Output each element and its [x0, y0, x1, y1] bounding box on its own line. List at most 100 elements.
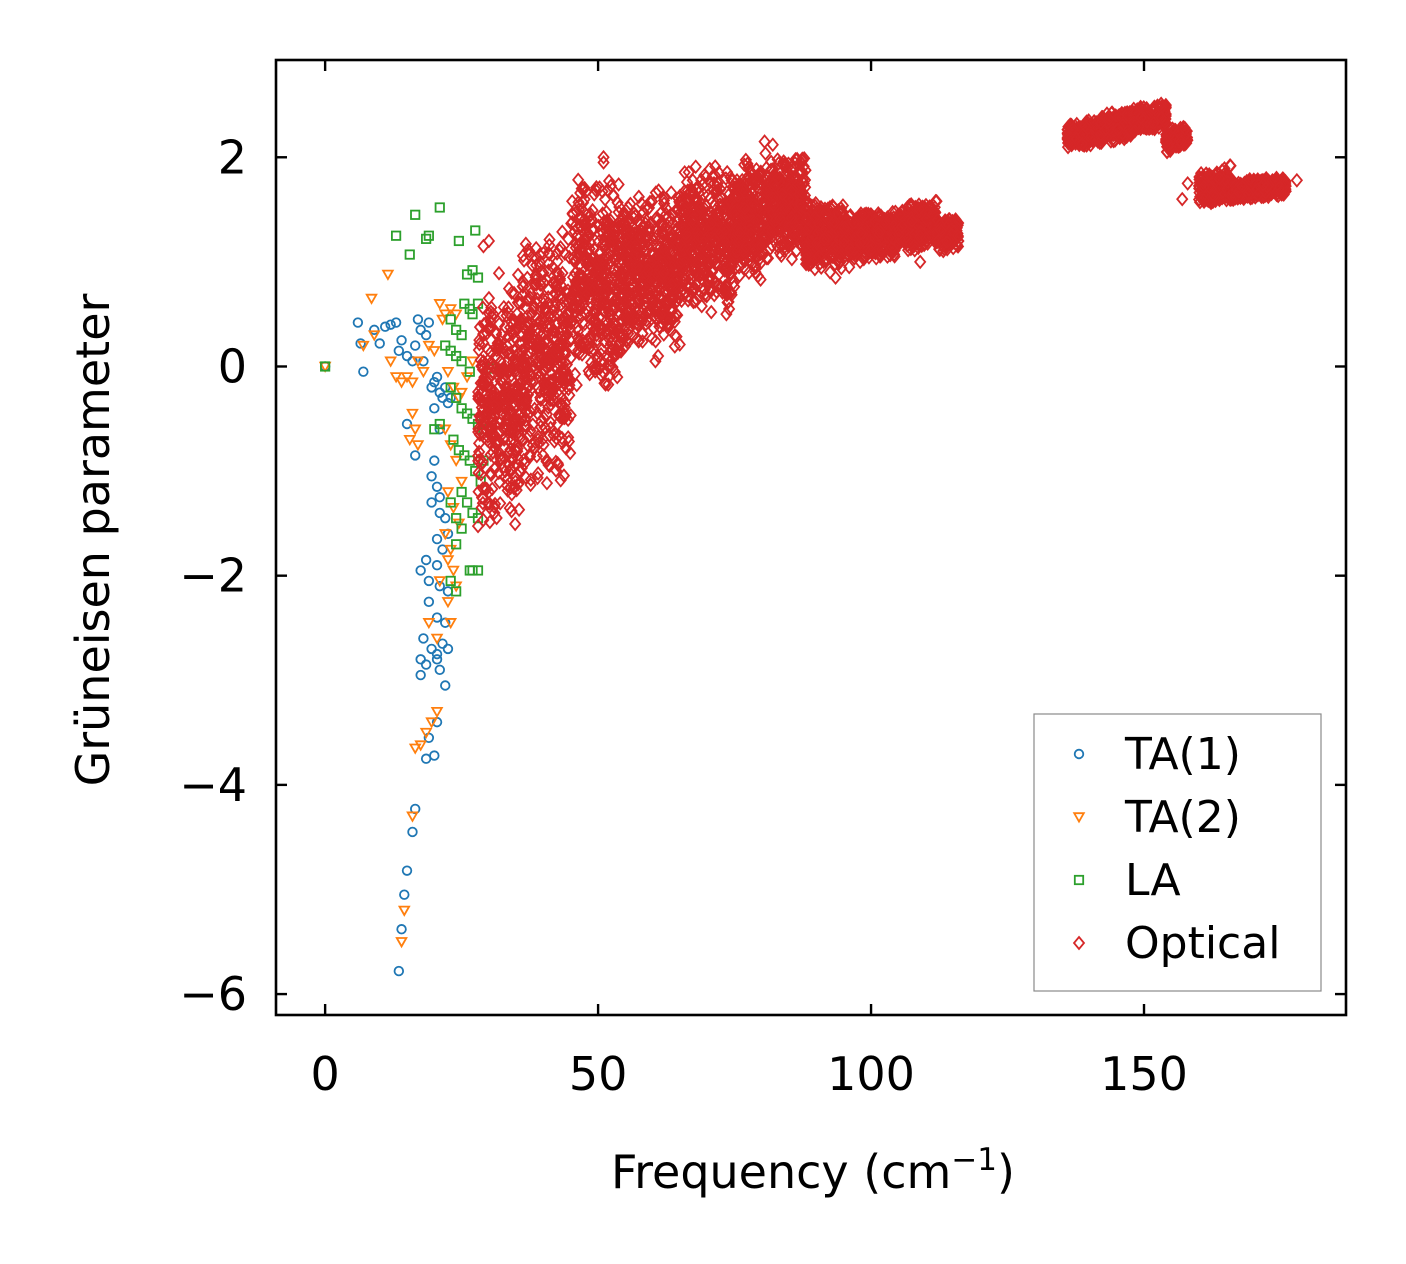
data-point: [1290, 172, 1304, 188]
data-point: [423, 575, 435, 587]
data-point: [586, 202, 599, 218]
data-point: [545, 384, 559, 399]
data-point: [453, 235, 464, 247]
data-point: [525, 329, 539, 345]
data-point: [488, 384, 501, 400]
data-point: [608, 267, 621, 283]
data-point: [491, 350, 504, 366]
data-point: [643, 275, 656, 291]
data-point: [516, 373, 529, 389]
data-point: [696, 266, 710, 282]
data-point: [573, 334, 586, 350]
data-point: [476, 358, 489, 374]
data-point: [705, 216, 718, 232]
data-point: [483, 514, 497, 530]
data-point: [749, 260, 763, 275]
data-point: [404, 249, 415, 260]
data-point: [483, 306, 496, 322]
data-point: [739, 239, 753, 255]
data-point: [459, 450, 470, 461]
data-point: [722, 294, 735, 310]
data-point: [572, 172, 585, 188]
data-point: [542, 400, 555, 415]
data-point: [406, 408, 419, 420]
data-point: [612, 177, 625, 192]
data-point: [456, 486, 467, 498]
data-point: [553, 408, 566, 424]
data-point: [467, 265, 478, 276]
data-point: [461, 497, 473, 508]
data-point: [1176, 191, 1189, 207]
data-point: [467, 507, 478, 519]
data-point: [849, 215, 862, 230]
data-point: [802, 221, 815, 237]
data-point: [451, 324, 462, 335]
data-point: [677, 267, 690, 283]
data-point: [669, 306, 683, 322]
data-point: [665, 185, 678, 200]
data-point: [778, 235, 791, 251]
data-point: [470, 225, 481, 236]
data-point: [759, 146, 772, 161]
data-point: [657, 265, 670, 281]
data-point: [406, 811, 419, 823]
data-point: [471, 448, 485, 464]
data-point: [460, 372, 474, 384]
data-point: [575, 201, 588, 217]
data-point: [655, 204, 668, 220]
data-point: [537, 410, 550, 426]
data-point: [519, 357, 533, 373]
data-point: [589, 359, 602, 375]
data-point: [681, 292, 695, 308]
data-point: [517, 278, 530, 294]
data-point: [420, 554, 432, 566]
data-point: [689, 159, 702, 175]
data-point: [919, 230, 932, 246]
data-point: [738, 201, 751, 217]
data-point: [604, 336, 618, 351]
data-point: [1102, 111, 1116, 127]
data-point: [526, 437, 540, 453]
data-point: [568, 366, 582, 382]
data-point: [719, 206, 732, 222]
data-point: [757, 193, 770, 209]
data-point: [530, 257, 543, 273]
data-point: [595, 353, 608, 368]
data-point: [489, 428, 502, 444]
data-point: [477, 353, 490, 369]
data-point: [785, 184, 798, 200]
data-point: [451, 350, 462, 362]
data-point: [495, 373, 508, 389]
data-point: [709, 183, 723, 199]
data-point: [590, 291, 603, 307]
data-point: [401, 865, 413, 876]
data-point: [590, 179, 603, 195]
data-point: [503, 462, 517, 477]
data-point: [551, 253, 564, 269]
data-point: [1134, 110, 1148, 126]
data-point: [367, 330, 381, 342]
data-point: [499, 407, 513, 423]
data-point: [395, 377, 408, 389]
data-point: [588, 272, 601, 288]
data-point: [686, 211, 699, 227]
data-point: [767, 197, 780, 213]
data-point: [431, 533, 443, 545]
data-point: [498, 450, 511, 466]
data-point: [798, 179, 812, 195]
data-point: [551, 417, 564, 432]
data-point: [542, 245, 555, 261]
data-point: [515, 460, 529, 476]
data-point: [723, 217, 736, 232]
data-point: [786, 162, 799, 177]
data-point: [602, 377, 615, 393]
data-point: [909, 199, 922, 215]
data-point: [1062, 130, 1075, 145]
data-point: [429, 403, 440, 414]
data-point: [516, 382, 529, 398]
data-point: [742, 265, 756, 281]
data-point: [540, 475, 554, 491]
data-point: [817, 232, 831, 247]
data-point: [687, 281, 700, 296]
data-point: [544, 397, 558, 413]
